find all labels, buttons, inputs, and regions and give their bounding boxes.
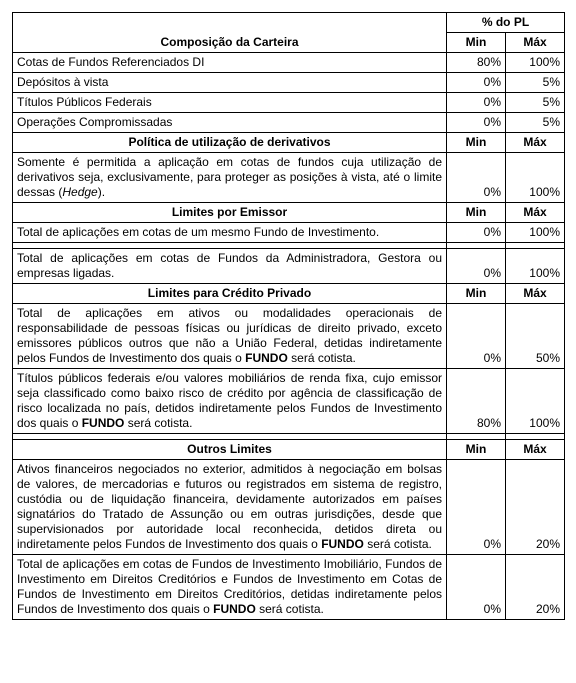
col-header-max: Máx — [506, 284, 565, 304]
col-header-max: Máx — [506, 33, 565, 53]
row-label: Total de aplicações em ativos ou modalid… — [13, 304, 447, 369]
row-label: Cotas de Fundos Referenciados DI — [13, 53, 447, 73]
row-min: 0% — [447, 555, 506, 620]
row-label: Operações Compromissadas — [13, 113, 447, 133]
row-min: 0% — [447, 93, 506, 113]
row-min: 80% — [447, 369, 506, 434]
row-max: 100% — [506, 369, 565, 434]
col-header-max: Máx — [506, 440, 565, 460]
row-min: 0% — [447, 73, 506, 93]
header-blank — [13, 13, 447, 33]
col-header-min: Min — [447, 203, 506, 223]
row-max: 100% — [506, 223, 565, 243]
section-header: Outros Limites — [13, 440, 447, 460]
row-label: Títulos Públicos Federais — [13, 93, 447, 113]
row-label: Total de aplicações em cotas de um mesmo… — [13, 223, 447, 243]
row-min: 0% — [447, 304, 506, 369]
row-label: Total de aplicações em cotas de Fundos d… — [13, 555, 447, 620]
header-pl: % do PL — [447, 13, 565, 33]
row-label: Somente é permitida a aplicação em cotas… — [13, 153, 447, 203]
row-min: 0% — [447, 223, 506, 243]
section-header: Limites para Crédito Privado — [13, 284, 447, 304]
col-header-min: Min — [447, 33, 506, 53]
section-header: Política de utilização de derivativos — [13, 133, 447, 153]
row-max: 5% — [506, 93, 565, 113]
row-label: Total de aplicações em cotas de Fundos d… — [13, 249, 447, 284]
row-min: 0% — [447, 460, 506, 555]
row-max: 50% — [506, 304, 565, 369]
row-min: 0% — [447, 153, 506, 203]
row-label: Depósitos à vista — [13, 73, 447, 93]
row-min: 80% — [447, 53, 506, 73]
col-header-min: Min — [447, 284, 506, 304]
col-header-max: Máx — [506, 133, 565, 153]
row-min: 0% — [447, 113, 506, 133]
row-max: 20% — [506, 555, 565, 620]
section-header: Composição da Carteira — [13, 33, 447, 53]
row-label: Ativos financeiros negociados no exterio… — [13, 460, 447, 555]
row-min: 0% — [447, 249, 506, 284]
row-max: 100% — [506, 249, 565, 284]
row-max: 100% — [506, 53, 565, 73]
col-header-max: Máx — [506, 203, 565, 223]
limits-table: % do PLComposição da CarteiraMinMáxCotas… — [12, 12, 565, 620]
row-max: 5% — [506, 113, 565, 133]
col-header-min: Min — [447, 133, 506, 153]
row-max: 20% — [506, 460, 565, 555]
row-label: Títulos públicos federais e/ou valores m… — [13, 369, 447, 434]
section-header: Limites por Emissor — [13, 203, 447, 223]
col-header-min: Min — [447, 440, 506, 460]
row-max: 5% — [506, 73, 565, 93]
row-max: 100% — [506, 153, 565, 203]
